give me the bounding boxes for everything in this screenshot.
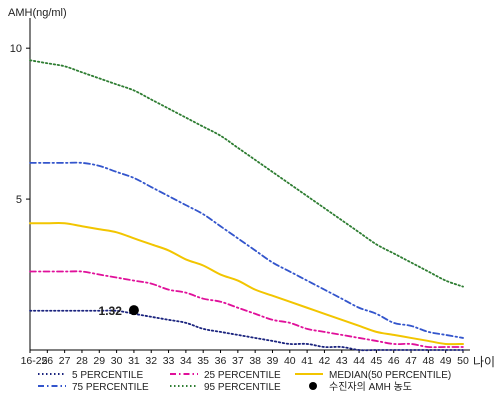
x-tick-label: 36 — [215, 355, 227, 367]
legend-label: 25 PERCENTILE — [204, 370, 281, 381]
y-tick-label: 5 — [16, 194, 22, 206]
y-tick-group: 5 10 — [10, 43, 30, 206]
legend-label: 5 PERCENTILE — [72, 370, 143, 381]
x-tick-label: 46 — [388, 355, 400, 367]
series-line-median-50-percentile — [29, 222, 464, 346]
x-tick-label: 50 — [457, 355, 469, 367]
x-tick-label: 31 — [128, 355, 140, 367]
x-tick-label: 35 — [197, 355, 209, 367]
x-tick-label: 26 — [41, 355, 53, 367]
x-tick-label: 48 — [423, 355, 435, 367]
x-tick-label: 29 — [93, 355, 105, 367]
x-tick-label: 38 — [249, 355, 261, 367]
x-tick-label: 32 — [145, 355, 157, 367]
patient-point-group: 1.32 — [99, 304, 139, 318]
x-tick-label: 28 — [76, 355, 88, 367]
legend-label: 95 PERCENTILE — [204, 382, 281, 393]
x-tick-label: 16-25 — [21, 355, 48, 367]
y-tick-label: 10 — [10, 43, 22, 55]
chart-axes — [29, 18, 470, 351]
x-tick-label: 39 — [267, 355, 279, 367]
x-tick-label: 34 — [180, 355, 192, 367]
series-line-95-percentile — [29, 59, 464, 288]
x-tick-label: 33 — [163, 355, 175, 367]
x-tick-label: 41 — [301, 355, 313, 367]
legend-point-marker — [309, 382, 317, 390]
x-tick-label: 27 — [59, 355, 71, 367]
y-axis-title: AMH(ng/ml) — [8, 7, 67, 19]
x-tick-label: 43 — [336, 355, 348, 367]
x-tick-label: 37 — [232, 355, 244, 367]
series-line-5-percentile — [29, 309, 464, 352]
legend-label: 75 PERCENTILE — [72, 382, 149, 393]
x-tick-label: 44 — [353, 355, 365, 367]
x-tick-label: 30 — [111, 355, 123, 367]
patient-amh-point — [128, 305, 139, 316]
legend-label: MEDIAN(50 PERCENTILE) — [329, 370, 451, 381]
series-line-25-percentile — [29, 270, 464, 349]
x-tick-label: 45 — [371, 355, 383, 367]
legend-point-label: 수진자의 AMH 농도 — [329, 381, 412, 393]
series-group — [29, 59, 464, 352]
series-line-75-percentile — [29, 161, 464, 339]
x-tick-label: 42 — [319, 355, 331, 367]
x-tick-label: 47 — [405, 355, 417, 367]
x-axis-title: 나이 — [473, 355, 495, 369]
patient-amh-value-label: 1.32 — [99, 304, 123, 318]
x-tick-label: 40 — [284, 355, 296, 367]
x-tick-label: 49 — [440, 355, 452, 367]
